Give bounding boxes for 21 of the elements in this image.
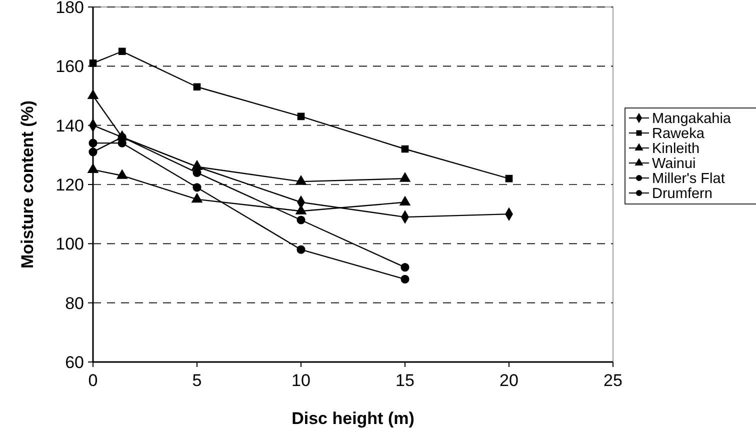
y-tick-label: 140 <box>56 116 84 136</box>
x-tick-label: 15 <box>396 371 414 390</box>
legend-label: Kinleith <box>652 141 700 158</box>
x-tick-label: 10 <box>292 371 310 390</box>
y-axis-title: Moisture content (%) <box>18 100 37 269</box>
y-tick-label: 80 <box>65 294 84 313</box>
legend-label: Wainui <box>652 156 696 172</box>
x-axis-title: Disc height (m) <box>292 409 414 428</box>
y-tick-label: 60 <box>65 352 84 372</box>
x-tick-label: 20 <box>500 371 518 390</box>
x-tick-label: 0 <box>88 371 98 390</box>
y-tick-label: 160 <box>56 57 84 76</box>
legend-label: Miller's Flat <box>652 171 725 188</box>
x-tick-label: 25 <box>604 371 622 390</box>
x-tick-label: 5 <box>192 371 202 390</box>
y-tick-label: 100 <box>56 234 84 254</box>
y-tick-label: 120 <box>56 175 84 194</box>
y-tick-label: 180 <box>56 0 84 17</box>
legend-label: Mangakahia <box>652 111 732 128</box>
legend-label: Drumfern <box>652 186 712 202</box>
legend-label: Raweka <box>652 126 706 142</box>
